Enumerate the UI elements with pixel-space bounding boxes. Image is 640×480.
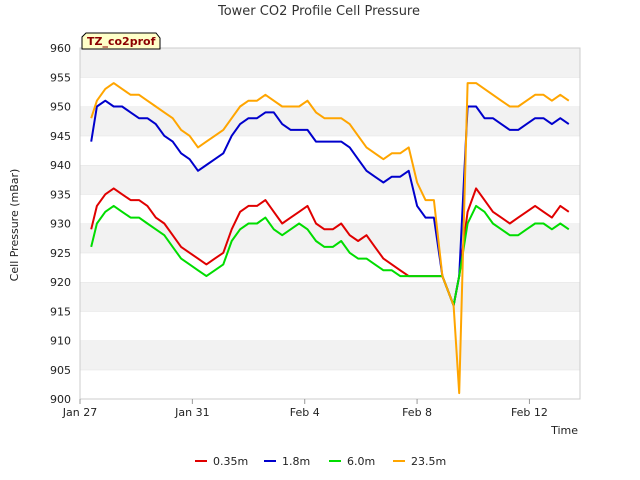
- y-tick-label: 905: [50, 364, 71, 377]
- x-tick-label: Feb 12: [511, 406, 548, 419]
- y-axis-label: Cell Pressure (mBar): [8, 169, 21, 282]
- grid-band: [80, 311, 580, 341]
- plot-background-bands: [80, 47, 580, 399]
- grid-band: [80, 106, 580, 136]
- x-tick-label: Jan 31: [174, 406, 209, 419]
- y-tick-label: 925: [50, 247, 71, 260]
- legend: 0.35m 1.8m 6.0m 23.5m: [195, 455, 446, 468]
- grid-band: [80, 77, 580, 107]
- legend-label: 1.8m: [282, 455, 310, 468]
- y-tick-label: 930: [50, 218, 71, 231]
- y-axis-ticks: 900 905 910 915 920 925 930 935 940 945 950 955 960: [50, 42, 71, 406]
- series-line-23-5m: [90, 82, 570, 395]
- grid-band: [80, 340, 580, 370]
- series-line-6-0m: [90, 204, 570, 307]
- legend-label: 0.35m: [213, 455, 248, 468]
- series-line-1-8m: [90, 99, 570, 307]
- y-tick-label: 955: [50, 71, 71, 84]
- x-tick-label: Feb 4: [290, 406, 320, 419]
- plot-area-frame: [79, 47, 581, 400]
- badge-shape: [81, 32, 161, 50]
- badge-label: TZ_co2prof: [87, 35, 156, 48]
- y-tick-label: 950: [50, 101, 71, 114]
- y-tick-label: 910: [50, 335, 71, 348]
- grid-band: [80, 165, 580, 195]
- y-tick-label: 960: [50, 42, 71, 55]
- grid-band: [80, 48, 580, 78]
- series-lines: [90, 82, 570, 395]
- dataset-badge: TZ_co2prof: [81, 32, 161, 50]
- grid-band: [80, 369, 580, 399]
- x-tick-label: Jan 27: [62, 406, 97, 419]
- x-axis-ticks: Jan 27 Jan 31 Feb 4 Feb 8 Feb 12: [62, 399, 548, 419]
- x-tick-label: Feb 8: [402, 406, 432, 419]
- chart-title: Tower CO2 Profile Cell Pressure: [217, 4, 420, 19]
- x-axis-label: Time: [550, 424, 578, 437]
- grid-band: [80, 282, 580, 312]
- y-tick-label: 915: [50, 305, 71, 318]
- y-tick-label: 900: [50, 393, 71, 406]
- legend-label: 23.5m: [411, 455, 446, 468]
- y-tick-label: 945: [50, 130, 71, 143]
- grid-band: [80, 252, 580, 282]
- series-line-0-35m: [90, 187, 570, 307]
- grid-band: [80, 135, 580, 165]
- legend-label: 6.0m: [347, 455, 375, 468]
- grid-band: [80, 194, 580, 224]
- y-tick-label: 940: [50, 159, 71, 172]
- y-tick-label: 920: [50, 276, 71, 289]
- y-tick-label: 935: [50, 188, 71, 201]
